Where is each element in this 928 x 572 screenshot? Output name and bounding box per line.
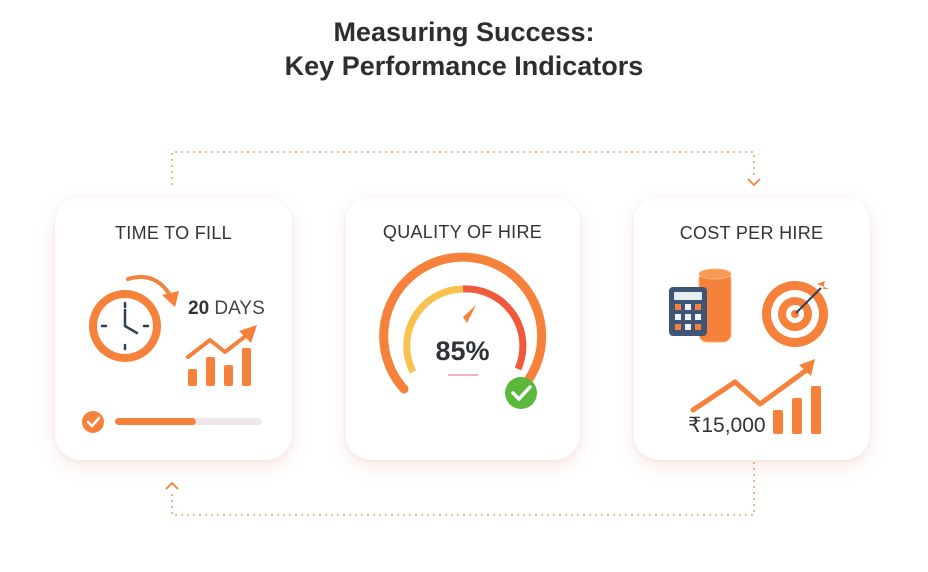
chevron-down-icon bbox=[747, 178, 761, 187]
clock-icon bbox=[89, 290, 161, 362]
gauge-icon bbox=[379, 252, 547, 409]
target-icon bbox=[762, 281, 829, 347]
kpi-card-quality-of-hire: QUALITY OF HIRE 85% bbox=[345, 197, 580, 460]
trend-bar-chart-icon bbox=[186, 325, 257, 386]
rotate-arrow-icon bbox=[126, 275, 179, 307]
days-number: 20 bbox=[188, 298, 210, 319]
check-circle-icon bbox=[82, 411, 104, 433]
trend-bar-chart-icon bbox=[690, 359, 821, 434]
card-title: QUALITY OF HIRE bbox=[382, 222, 543, 242]
days-unit: DAYS bbox=[214, 298, 265, 319]
top-dotted-connector bbox=[171, 151, 755, 185]
progress-fill bbox=[115, 418, 196, 425]
kpi-card-cost-per-hire: COST PER HIRE ₹15,000 bbox=[633, 197, 870, 460]
card-title: COST PER HIRE bbox=[679, 223, 824, 243]
time-to-fill-value: 20 DAYS bbox=[188, 298, 265, 320]
check-badge-icon bbox=[505, 377, 537, 409]
kpi-card-time-to-fill: TIME TO FILL 20 D bbox=[55, 197, 292, 460]
chevron-up-icon bbox=[165, 481, 179, 490]
page-title-line-1: Measuring Success: bbox=[333, 17, 595, 47]
card-title: TIME TO FILL bbox=[115, 223, 232, 243]
calculator-icon bbox=[669, 287, 707, 336]
quality-value: 85% bbox=[435, 336, 490, 366]
cost-value: ₹15,000 bbox=[688, 414, 766, 437]
page-title-line-2: Key Performance Indicators bbox=[284, 51, 644, 81]
bottom-dotted-connector bbox=[171, 462, 755, 516]
